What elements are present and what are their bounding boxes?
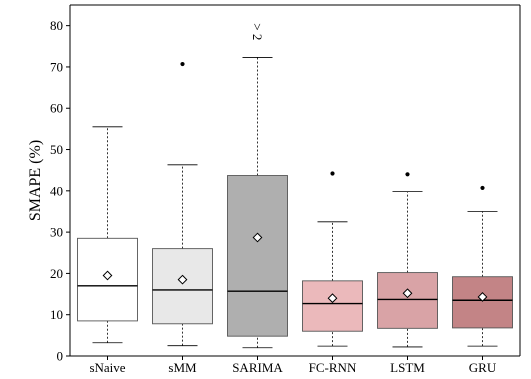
box-fc-rnn xyxy=(302,280,363,332)
boxes-layer: > 2 xyxy=(77,23,513,349)
y-axis-label: SMAPE (%) xyxy=(27,140,44,221)
y-tick-label: 20 xyxy=(50,266,63,281)
mean-marker-lstm xyxy=(402,288,413,299)
outlier-point-gru xyxy=(480,185,485,191)
y-tick-label: 30 xyxy=(50,225,63,240)
x-tick-label-snaive: sNaive xyxy=(89,360,125,375)
box-group-sarima xyxy=(227,57,288,349)
box-lstm xyxy=(377,272,438,329)
box-sarima xyxy=(227,175,288,337)
box-group-lstm xyxy=(377,172,438,348)
x-tick-label-sarima: SARIMA xyxy=(232,360,283,375)
box-group-snaive xyxy=(77,126,138,344)
mean-marker-fc-rnn xyxy=(327,293,338,304)
y-tick-label: 70 xyxy=(50,59,63,74)
y-tick-label: 80 xyxy=(50,18,63,33)
y-tick-label: 10 xyxy=(50,307,63,322)
outlier-point-smm xyxy=(180,61,185,67)
annotation-sarima: > 2 xyxy=(250,23,265,40)
x-tick-label-lstm: LSTM xyxy=(390,360,425,375)
mean-marker-smm xyxy=(177,274,188,285)
y-tick-label: 60 xyxy=(50,101,63,116)
y-tick-label: 50 xyxy=(50,142,63,157)
box-gru xyxy=(452,276,513,329)
box-smm xyxy=(152,248,213,325)
outlier-point-fc-rnn xyxy=(330,171,335,176)
y-tick-label: 40 xyxy=(50,183,63,198)
mean-marker-gru xyxy=(477,292,488,302)
x-tick-label-smm: sMM xyxy=(168,360,197,375)
x-tick-label-gru: GRU xyxy=(469,360,497,375)
outlier-point-lstm xyxy=(405,172,410,177)
box-group-smm xyxy=(152,61,213,347)
mean-marker-snaive xyxy=(102,270,113,281)
mean-marker-sarima xyxy=(252,232,263,243)
box-group-gru xyxy=(452,185,513,347)
y-tick-label: 0 xyxy=(57,349,64,364)
x-tick-label-fc-rnn: FC-RNN xyxy=(309,360,357,375)
box-group-fc-rnn xyxy=(302,171,363,347)
axes-layer: 0 10 20 30 40 50 60 70 80 sNaive sMM SARIMA FC-RNN LS… xyxy=(50,4,521,375)
